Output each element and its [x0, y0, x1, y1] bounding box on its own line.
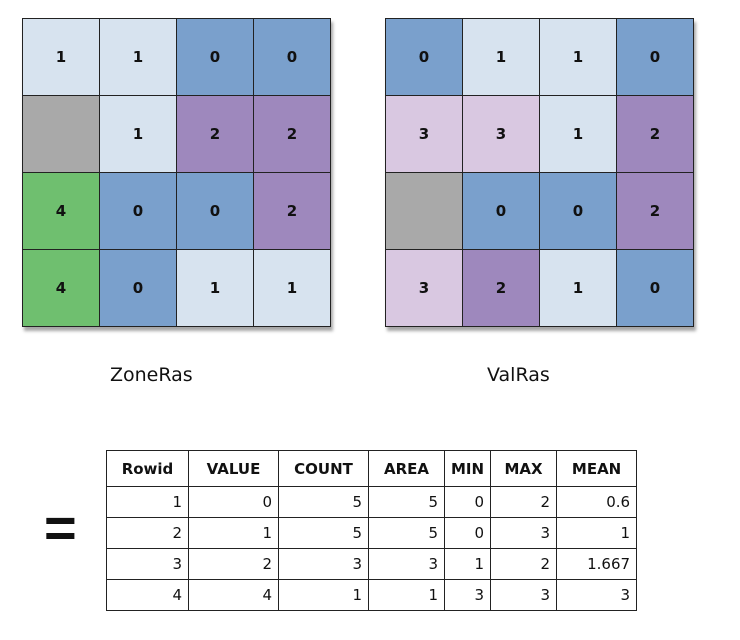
- value-cell: 3: [463, 96, 540, 173]
- zone-raster-caption: ZoneRas: [110, 364, 193, 386]
- value-cell: 2: [617, 173, 694, 250]
- table-row: 1 0 5 5 0 2 0.6: [106, 486, 638, 518]
- value-cell: 1: [463, 19, 540, 96]
- cell-value: 2: [188, 548, 279, 580]
- cell-value: 0: [188, 486, 279, 518]
- cell-count: 5: [278, 517, 369, 549]
- cell-area: 5: [368, 486, 445, 518]
- cell-value: 4: [188, 579, 279, 611]
- cell-max: 3: [490, 579, 558, 611]
- zone-cell: 2: [177, 96, 254, 173]
- zone-cell: [23, 96, 100, 173]
- zone-cell: 1: [100, 19, 177, 96]
- header-area: AREA: [368, 450, 445, 487]
- value-cell: 0: [617, 250, 694, 327]
- value-cell: 3: [386, 250, 463, 327]
- zone-cell: 0: [177, 19, 254, 96]
- zone-cell: 1: [177, 250, 254, 327]
- zone-cell: 1: [254, 250, 331, 327]
- cell-rowid: 3: [106, 548, 189, 580]
- value-cell: 1: [540, 96, 617, 173]
- cell-min: 3: [443, 579, 492, 611]
- cell-area: 5: [368, 517, 445, 549]
- cell-value: 1: [188, 517, 279, 549]
- cell-rowid: 4: [106, 579, 189, 611]
- cell-count: 3: [278, 548, 369, 580]
- cell-mean: 1.667: [556, 548, 638, 580]
- zone-cell: 1: [23, 19, 100, 96]
- cell-count: 1: [278, 579, 369, 611]
- zone-cell: 4: [23, 173, 100, 250]
- cell-rowid: 1: [106, 486, 189, 518]
- header-count: COUNT: [278, 450, 369, 487]
- cell-mean: 1: [556, 517, 638, 549]
- zone-cell: 0: [100, 250, 177, 327]
- header-min: MIN: [443, 450, 492, 487]
- value-cell: 0: [463, 173, 540, 250]
- cell-mean: 3: [556, 579, 638, 611]
- value-cell: 1: [540, 250, 617, 327]
- zone-cell: 4: [23, 250, 100, 327]
- value-cell: 1: [540, 19, 617, 96]
- value-cell: 2: [463, 250, 540, 327]
- value-cell: 2: [617, 96, 694, 173]
- cell-min: 0: [443, 517, 492, 549]
- header-mean: MEAN: [556, 450, 638, 487]
- cell-min: 0: [443, 486, 492, 518]
- cell-area: 3: [368, 548, 445, 580]
- cell-max: 2: [490, 486, 558, 518]
- value-cell: 3: [386, 96, 463, 173]
- zone-cell: 0: [100, 173, 177, 250]
- header-rowid: Rowid: [106, 450, 189, 487]
- zone-cell: 2: [254, 173, 331, 250]
- cell-min: 1: [443, 548, 492, 580]
- table-body: 1 0 5 5 0 2 0.6 2 1 5 5 0 3 1 3 2 3 3 1 2 1.667 4 4 1 1 3 3 3: [106, 486, 638, 611]
- zone-cell: 2: [254, 96, 331, 173]
- cell-max: 2: [490, 548, 558, 580]
- value-cell: 0: [386, 19, 463, 96]
- equals-sign: =: [44, 496, 77, 559]
- cell-max: 3: [490, 517, 558, 549]
- zone-cell: 0: [177, 173, 254, 250]
- cell-count: 5: [278, 486, 369, 518]
- zone-cell: 1: [100, 96, 177, 173]
- cell-mean: 0.6: [556, 486, 638, 518]
- cell-rowid: 2: [106, 517, 189, 549]
- table-header-row: Rowid VALUE COUNT AREA MIN MAX MEAN: [106, 450, 638, 487]
- zone-cell: 0: [254, 19, 331, 96]
- cell-area: 1: [368, 579, 445, 611]
- header-max: MAX: [490, 450, 558, 487]
- value-cell: [386, 173, 463, 250]
- value-cell: 0: [617, 19, 694, 96]
- table-row: 3 2 3 3 1 2 1.667: [106, 548, 638, 580]
- value-cell: 0: [540, 173, 617, 250]
- value-raster-caption: ValRas: [487, 364, 550, 386]
- header-value: VALUE: [188, 450, 279, 487]
